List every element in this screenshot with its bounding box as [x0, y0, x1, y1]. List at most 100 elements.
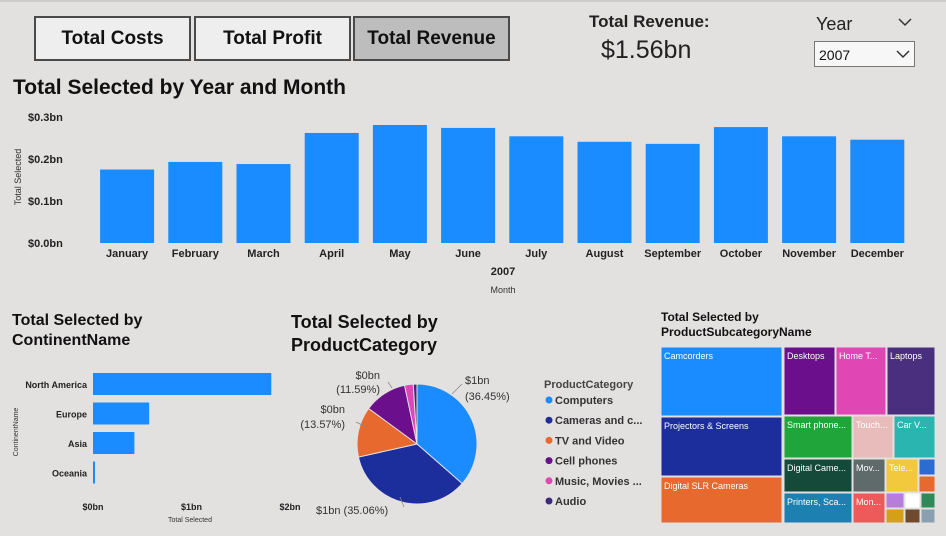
leader-line — [355, 421, 367, 428]
total-revenue-button[interactable]: Total Revenue — [353, 16, 510, 61]
continent-bar[interactable] — [93, 432, 135, 454]
month-label: May — [389, 248, 411, 260]
treemap-tile[interactable] — [885, 492, 905, 509]
treemap-tile[interactable] — [918, 475, 936, 493]
month-bar[interactable] — [577, 141, 632, 243]
legend-swatch-icon — [545, 457, 553, 465]
treemap-tile[interactable] — [660, 416, 783, 477]
legend-item[interactable]: Audio — [555, 496, 586, 508]
month-bar[interactable] — [168, 161, 223, 243]
month-bar[interactable] — [372, 124, 427, 243]
pie-data-label: $0bn — [356, 370, 380, 382]
pie-slice[interactable] — [412, 383, 418, 445]
treemap-tile[interactable] — [835, 346, 887, 416]
treemap-tile[interactable] — [904, 492, 921, 509]
pie-data-label: (13.57%) — [300, 419, 345, 431]
month-label: November — [782, 248, 837, 260]
year-dropdown-value: 2007 — [819, 47, 851, 63]
x-tick-label: $1bn — [181, 502, 202, 512]
continent-bar[interactable] — [93, 402, 150, 425]
treemap-label: Projectors & Screens — [664, 421, 749, 431]
continent-bar[interactable] — [93, 461, 95, 484]
month-label: March — [247, 248, 280, 260]
x-axis-title: Month — [490, 285, 515, 295]
month-label: April — [319, 248, 344, 260]
treemap-tile[interactable] — [893, 415, 936, 459]
year-slicer-label: Year — [816, 14, 853, 34]
treemap-label: Printers, Sca... — [787, 497, 846, 507]
month-label: February — [172, 248, 220, 260]
legend-swatch-icon — [545, 477, 553, 485]
legend-item[interactable]: Cameras and c... — [555, 415, 642, 427]
year-dropdown[interactable]: 2007 — [814, 41, 915, 67]
treemap-tile[interactable] — [783, 458, 853, 493]
total-costs-button[interactable]: Total Costs — [34, 16, 191, 61]
treemap-tile[interactable] — [783, 415, 853, 459]
month-label: October — [720, 248, 763, 260]
treemap-tile[interactable] — [660, 476, 783, 524]
y-axis-title: Total Selected — [13, 149, 23, 206]
y-tick-label: $0.2bn — [28, 154, 63, 166]
continent-bar[interactable] — [93, 373, 272, 395]
treemap-tile[interactable] — [885, 458, 919, 493]
pie-slice[interactable] — [416, 383, 478, 485]
legend-item[interactable]: Cell phones — [555, 456, 617, 468]
y-tick-label: $0.0bn — [28, 238, 63, 250]
month-label: January — [106, 248, 149, 260]
treemap-tile[interactable] — [852, 492, 886, 524]
treemap-tile[interactable] — [660, 346, 783, 417]
category-pie-chart: $1bn (36.45%) $1bn (35.06%) $0bn (13.57%) $0b… — [300, 370, 642, 517]
treemap-tile[interactable] — [920, 508, 936, 524]
x-tick-label: $0bn — [82, 502, 103, 512]
continent-label: Europe — [56, 410, 87, 420]
treemap-tile[interactable] — [783, 346, 836, 416]
treemap-tile[interactable] — [886, 346, 936, 416]
month-bar[interactable] — [304, 132, 359, 243]
treemap-tile[interactable] — [852, 458, 886, 493]
month-bar[interactable] — [645, 143, 700, 243]
month-bar[interactable] — [236, 164, 291, 243]
treemap-label: Home T... — [839, 351, 877, 361]
month-bar[interactable] — [782, 136, 837, 243]
treemap-tile[interactable] — [783, 492, 853, 524]
month-bar-chart: $0.0bn $0.1bn $0.2bn $0.3bn Total Selected Ja… — [13, 112, 905, 295]
treemap-tile[interactable] — [904, 508, 921, 524]
legend-swatch-icon — [545, 416, 553, 424]
pie-data-label: $0bn — [321, 404, 345, 416]
kpi-label: Total Revenue: — [589, 12, 710, 31]
legend-item[interactable]: Music, Movies ... — [555, 476, 642, 488]
year-group-label: 2007 — [491, 266, 515, 278]
treemap-tile[interactable] — [920, 492, 936, 509]
continent-chart-title: Total Selected by ContinentName — [12, 312, 143, 349]
month-bar[interactable] — [100, 169, 155, 244]
x-axis-title: Total Selected — [168, 517, 212, 524]
month-bar[interactable] — [441, 127, 496, 243]
continent-label: Asia — [68, 439, 88, 449]
treemap-tile[interactable] — [918, 458, 936, 476]
treemap-label: Digital SLR Cameras — [664, 481, 749, 491]
category-chart-title: Total Selected by ProductCategory — [291, 312, 438, 355]
x-tick-label: $2bn — [279, 502, 300, 512]
continent-label: Oceania — [52, 469, 88, 479]
subcategory-treemap: Camcorders Projectors & Screens Digital SL… — [660, 346, 936, 524]
slicer-collapse-chevron-icon[interactable] — [897, 16, 913, 28]
legend-item[interactable]: Computers — [555, 395, 613, 407]
treemap-label: Laptops — [890, 351, 923, 361]
month-bar[interactable] — [509, 136, 564, 243]
treemap-label: Digital Came... — [787, 463, 846, 473]
month-bar[interactable] — [713, 127, 768, 243]
treemap-label: Mon... — [856, 497, 881, 507]
leader-line — [399, 496, 405, 508]
treemap-label: Car V... — [897, 420, 927, 430]
month-bar[interactable] — [850, 139, 905, 243]
treemap-label: Touch... — [856, 420, 888, 430]
total-profit-button[interactable]: Total Profit — [194, 16, 351, 61]
treemap-label: Tele... — [889, 463, 913, 473]
legend-item[interactable]: TV and Video — [555, 435, 625, 447]
y-tick-label: $0.1bn — [28, 196, 63, 208]
continent-bar-chart: ContinentName North America Europe Asia Ocea… — [13, 373, 300, 524]
treemap-tile[interactable] — [852, 415, 894, 459]
treemap-tile[interactable] — [885, 508, 905, 524]
pie-data-label: (36.45%) — [465, 391, 510, 403]
